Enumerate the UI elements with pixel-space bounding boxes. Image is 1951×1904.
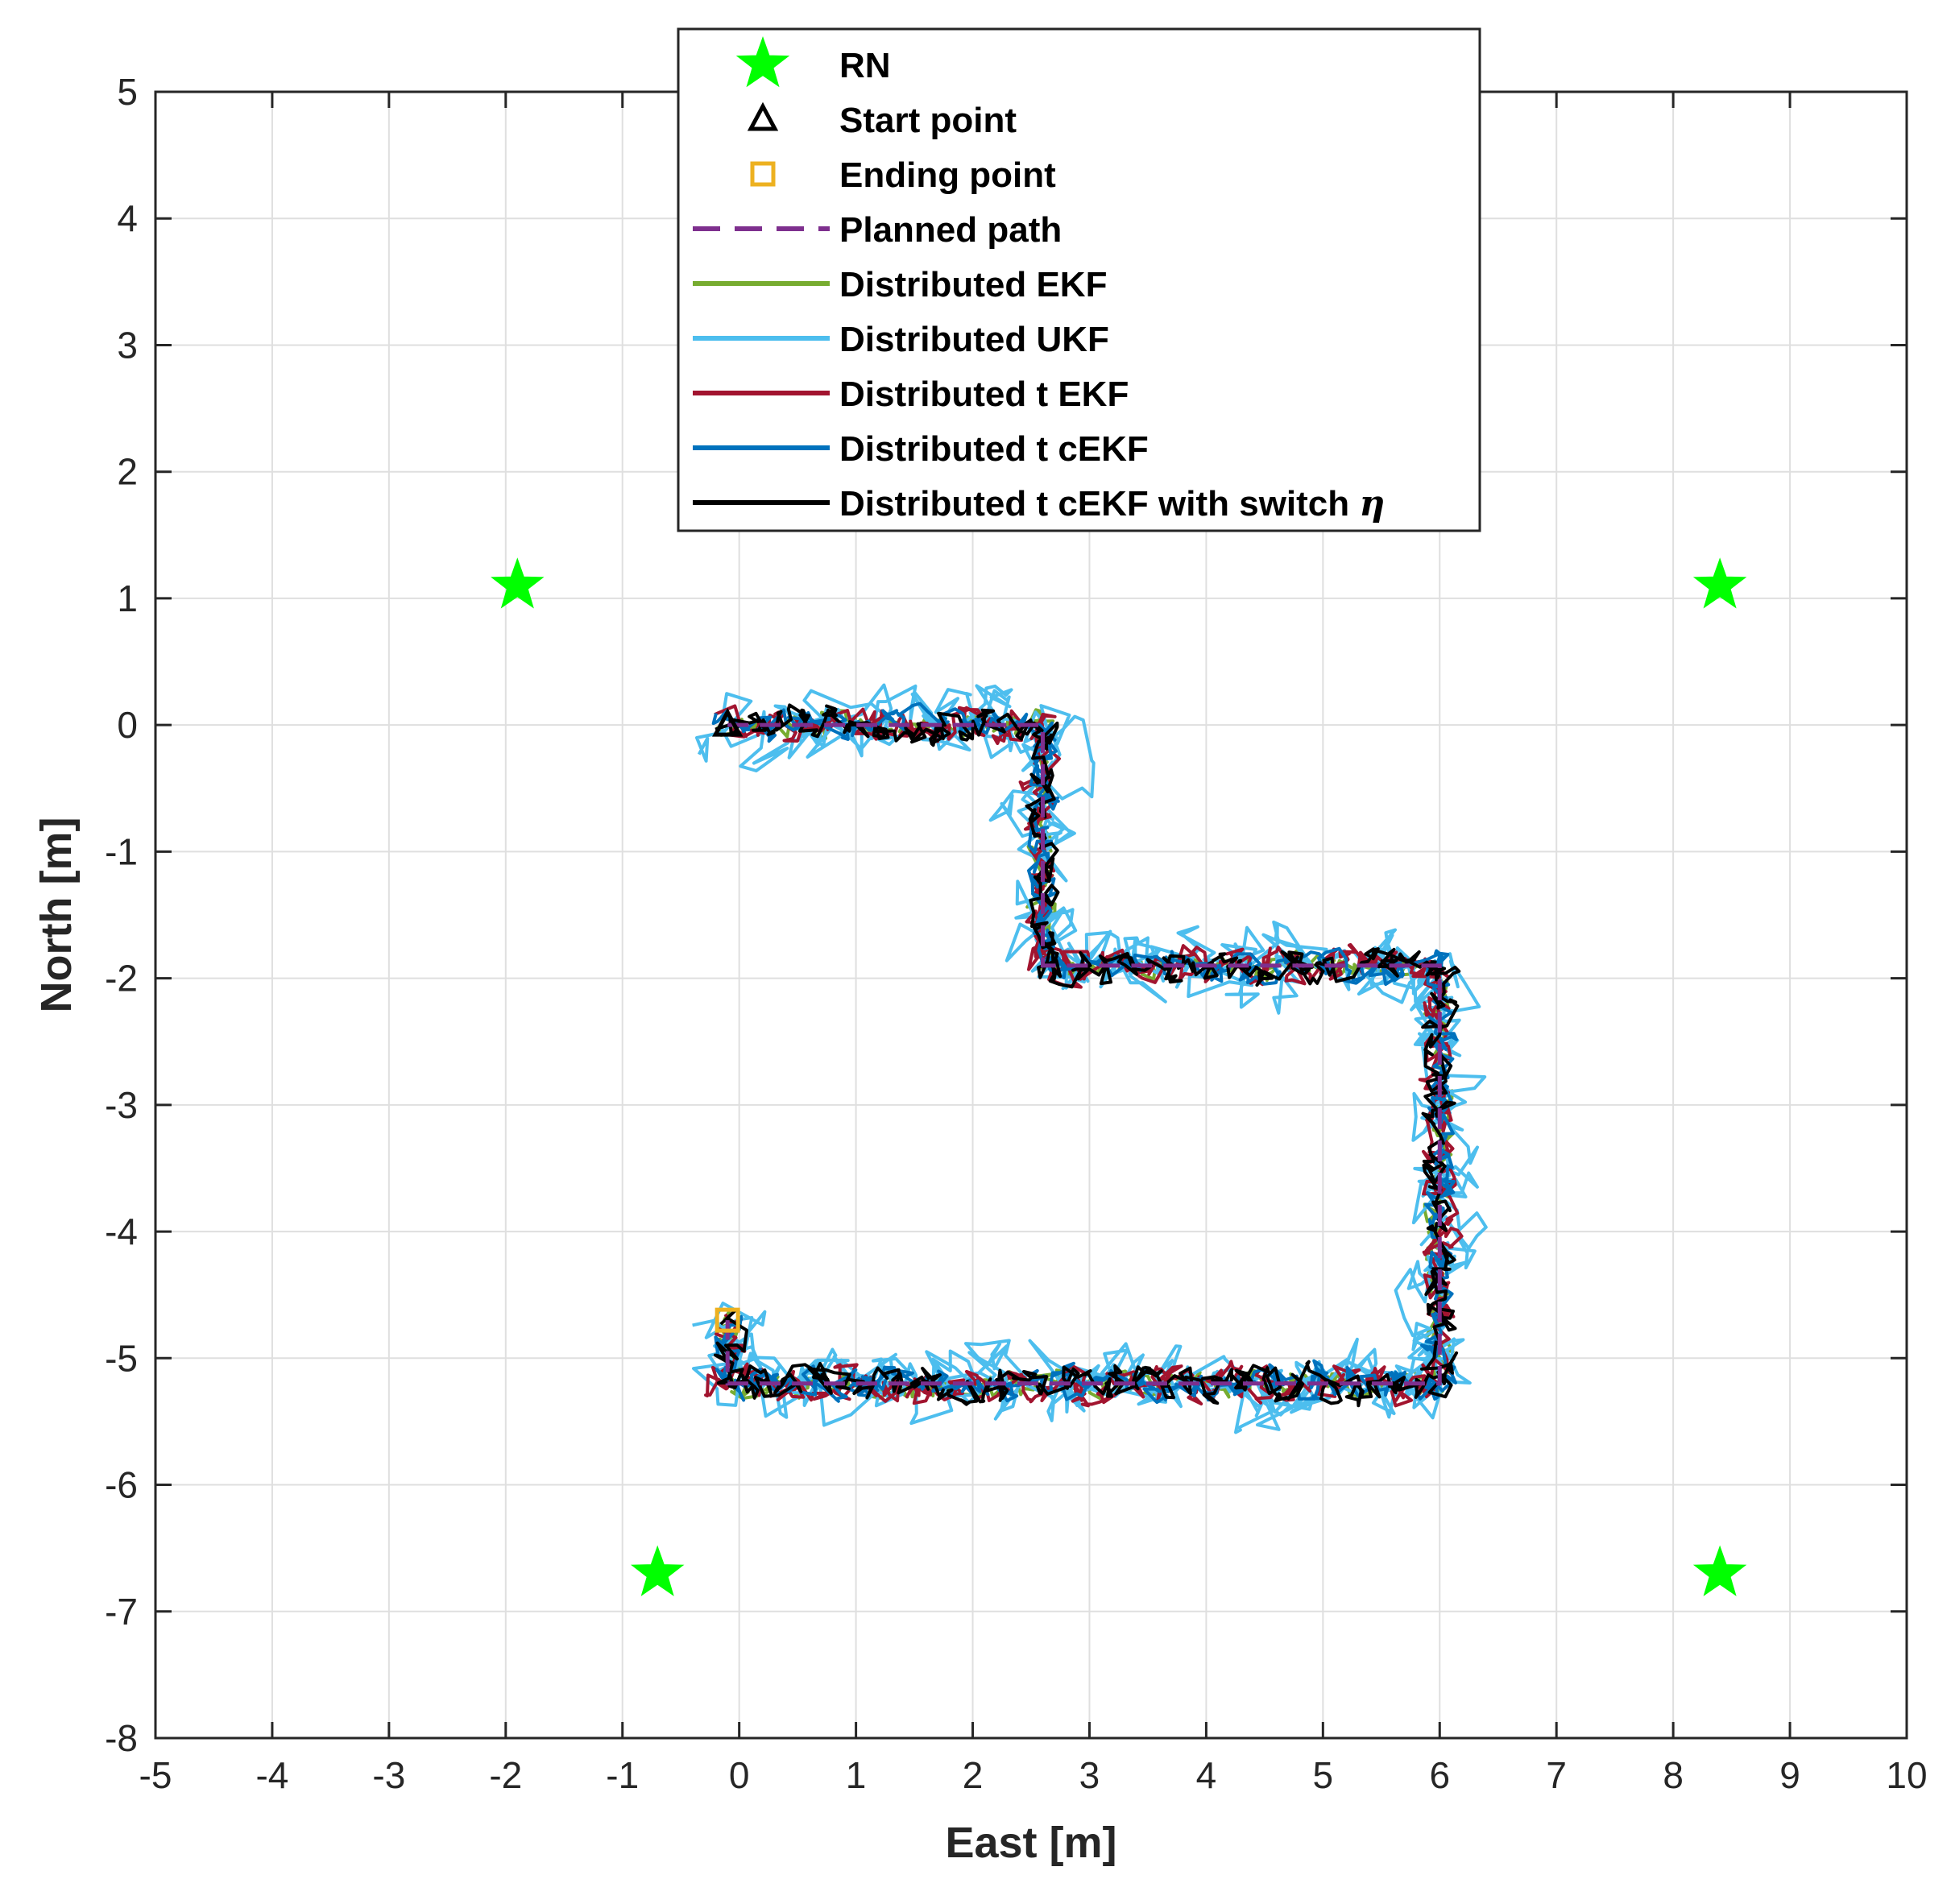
x-tick-label: 0	[729, 1754, 750, 1796]
x-tick-label: 7	[1546, 1754, 1567, 1796]
ending-point-marker	[715, 1307, 740, 1333]
x-tick-label: -4	[255, 1754, 288, 1796]
legend-label: RN	[839, 46, 891, 85]
legend-label: Distributed EKF	[839, 265, 1107, 304]
rn-star-marker	[630, 1545, 685, 1596]
x-tick-label: 6	[1429, 1754, 1450, 1796]
y-tick-label: -5	[105, 1337, 138, 1379]
x-tick-label: 4	[1196, 1754, 1217, 1796]
start-point-marker	[711, 707, 744, 737]
legend: RN Start point Ending point Planned path Dis…	[677, 27, 1481, 532]
legend-star-icon	[735, 35, 790, 88]
x-tick-label: 3	[1079, 1754, 1100, 1796]
legend-entry: Distributed t cEKF with switch η	[693, 483, 1385, 524]
series-line	[692, 683, 1488, 1434]
y-tick-label: -8	[105, 1717, 138, 1759]
y-tick-label: 5	[117, 71, 138, 113]
y-tick-label: -6	[105, 1464, 138, 1506]
x-tick-labels: -5 -4 -3 -2 -1 0 1 2 3 4 5 6 7 8 9 10	[139, 1754, 1928, 1796]
x-tick-label: 1	[846, 1754, 867, 1796]
legend-entry: Distributed EKF	[693, 265, 1107, 304]
x-tick-label: 2	[963, 1754, 984, 1796]
planned-path-line	[725, 722, 1442, 1386]
rn-star-marker	[491, 557, 545, 609]
legend-entry: Start point	[747, 101, 1017, 140]
y-tick-label: 4	[117, 197, 138, 239]
legend-label: Distributed t cEKF with switch η	[839, 483, 1385, 524]
legend-label: Start point	[839, 101, 1017, 140]
legend-entry: RN	[735, 35, 891, 88]
y-tick-label: 1	[117, 577, 138, 619]
x-tick-label: -1	[606, 1754, 639, 1796]
legend-label: Distributed UKF	[839, 320, 1109, 359]
y-tick-label: 3	[117, 324, 138, 366]
y-axis-label: North [m]	[32, 817, 81, 1013]
legend-square-icon	[750, 161, 776, 187]
legend-label: Distributed t cEKF	[839, 429, 1149, 469]
markers-layer	[491, 557, 1747, 1596]
legend-label: Planned path	[839, 210, 1062, 250]
legend-triangle-icon	[747, 101, 779, 131]
legend-label: Ending point	[839, 155, 1056, 195]
y-tick-label: 2	[117, 451, 138, 493]
y-tick-label: -7	[105, 1591, 138, 1633]
y-tick-label: -4	[105, 1211, 138, 1252]
legend-entry: Planned path	[693, 210, 1062, 250]
rn-star-marker	[1692, 557, 1747, 609]
x-tick-label: 8	[1663, 1754, 1684, 1796]
y-tick-label: -1	[105, 830, 138, 872]
legend-entry: Ending point	[750, 155, 1056, 195]
y-tick-label: -2	[105, 958, 138, 1000]
legend-entry: Distributed t cEKF	[693, 429, 1149, 469]
x-tick-label: 9	[1779, 1754, 1800, 1796]
series-layer	[692, 683, 1488, 1434]
y-tick-labels: -8 -7 -6 -5 -4 -3 -2 -1 0 1 2 3 4 5	[105, 71, 138, 1759]
x-tick-label: -5	[139, 1754, 172, 1796]
y-tick-label: 0	[117, 704, 138, 746]
legend-label: Distributed t EKF	[839, 375, 1129, 414]
legend-entry: Distributed t EKF	[693, 375, 1129, 414]
legend-symbol: η	[1359, 483, 1385, 524]
x-tick-label: -2	[489, 1754, 522, 1796]
x-axis-label: East [m]	[945, 1819, 1116, 1867]
rn-star-marker	[1692, 1545, 1747, 1596]
x-tick-label: -3	[372, 1754, 405, 1796]
x-tick-label: 10	[1886, 1754, 1927, 1796]
x-tick-label: 5	[1313, 1754, 1334, 1796]
y-tick-label: -3	[105, 1084, 138, 1126]
legend-entry: Distributed UKF	[693, 320, 1109, 359]
